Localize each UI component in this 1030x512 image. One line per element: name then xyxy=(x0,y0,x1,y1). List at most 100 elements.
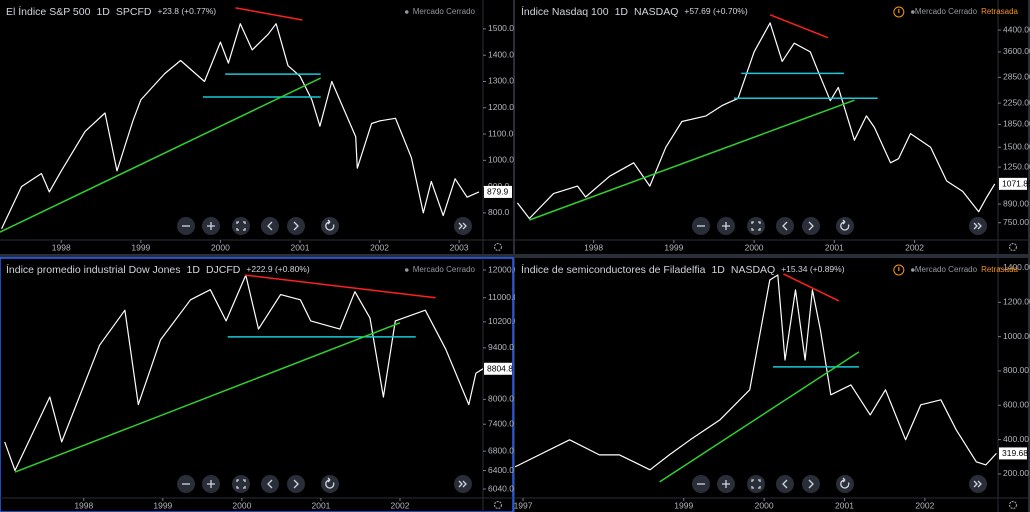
y-tick-label: 1400.0 xyxy=(488,49,514,59)
icon-scroll-right xyxy=(458,480,467,488)
panel-background xyxy=(515,0,1028,254)
icon-left xyxy=(267,221,273,231)
nav-button[interactable] xyxy=(287,475,305,493)
chart-header: Índice Nasdaq 100 1D NASDAQ +57.69 (+0.70%) xyxy=(521,5,748,18)
nav-button[interactable] xyxy=(836,475,854,493)
y-tick-label: 1850.00 xyxy=(1003,119,1030,129)
button-circle xyxy=(776,217,794,235)
y-tick-label: 10200.0 xyxy=(488,316,519,326)
nav-button[interactable] xyxy=(802,475,820,493)
button-circle xyxy=(969,217,987,235)
y-tick-label: 2850.00 xyxy=(1003,72,1030,82)
scroll-right-button[interactable] xyxy=(969,217,987,235)
chart-panel: 1500.0 1400.0 1300.0 1200.0 1100.0 1000.0 900.… xyxy=(0,0,514,254)
nav-button[interactable] xyxy=(177,475,195,493)
icon-reset xyxy=(840,219,850,231)
chart-panel: 12000.0 11000.0 10200.0 9400.0 8000.0 7400.0 6… xyxy=(0,257,519,512)
plot-area xyxy=(4,274,483,473)
y-tick-label: 1250.00 xyxy=(1003,161,1030,171)
icon-reset xyxy=(325,219,335,231)
x-tick-label: 2001 xyxy=(311,500,330,510)
y-tick-label: 1200.0 xyxy=(488,102,514,112)
nav-button[interactable] xyxy=(836,217,854,235)
last-value-tag xyxy=(999,447,1027,460)
nav-button[interactable] xyxy=(287,217,305,235)
last-value-tag xyxy=(999,177,1027,190)
nav-button[interactable] xyxy=(232,217,250,235)
y-tick-label: 3600.00 xyxy=(1003,46,1030,56)
last-value-tag xyxy=(484,362,512,375)
trendline xyxy=(14,322,401,473)
nav-button[interactable] xyxy=(261,217,279,235)
last-value-label: 8804.8 xyxy=(487,364,513,374)
y-tick-label: 1500.0 xyxy=(488,23,514,33)
nav-button[interactable] xyxy=(321,475,339,493)
market-status: Mercado Cerrado xyxy=(413,265,476,274)
y-tick-label: 400.00 xyxy=(1003,434,1029,444)
header-change: +57.69 (+0.70%) xyxy=(684,6,747,16)
icon-reset xyxy=(840,477,850,489)
panel-background xyxy=(515,258,1028,512)
button-circle xyxy=(232,217,250,235)
panel-background xyxy=(0,257,514,512)
scroll-right-button[interactable] xyxy=(454,475,472,493)
button-circle xyxy=(747,217,765,235)
icon-right xyxy=(293,479,299,489)
plot-area xyxy=(0,7,480,233)
y-tick-label: 1000.00 xyxy=(1003,331,1030,341)
y-tick-label: 6040.0 xyxy=(488,483,514,493)
nav-button[interactable] xyxy=(747,217,765,235)
x-tick-label: 1999 xyxy=(131,242,150,252)
icon-right xyxy=(293,221,299,231)
button-circle xyxy=(321,217,339,235)
y-tick-label: 600.00 xyxy=(1003,400,1029,410)
button-circle xyxy=(802,475,820,493)
nav-button[interactable] xyxy=(177,217,195,235)
x-tick-label: 2000 xyxy=(211,242,230,252)
y-tick-label: 800.0 xyxy=(488,207,510,217)
panel-background xyxy=(0,0,513,254)
gear-icon xyxy=(493,242,503,252)
nav-button[interactable] xyxy=(321,217,339,235)
header-title: Índice Nasdaq 100 xyxy=(521,5,609,18)
icon-scroll-right xyxy=(458,222,467,230)
y-tick-label: 200.00 xyxy=(1003,468,1029,478)
scroll-right-button[interactable] xyxy=(969,475,987,493)
nav-button[interactable] xyxy=(261,475,279,493)
trendline xyxy=(235,7,303,21)
y-tick-label: 1500.00 xyxy=(1003,142,1030,152)
nav-button[interactable] xyxy=(717,475,735,493)
icon-reset xyxy=(325,477,335,489)
price-line xyxy=(516,22,996,220)
y-tick-label: 4400.00 xyxy=(1003,24,1030,34)
scroll-right-button[interactable] xyxy=(454,217,472,235)
nav-button[interactable] xyxy=(232,475,250,493)
nav-button[interactable] xyxy=(802,217,820,235)
y-tick-label: 1000.0 xyxy=(488,155,514,165)
nav-button[interactable] xyxy=(717,217,735,235)
nav-button[interactable] xyxy=(692,475,710,493)
nav-button[interactable] xyxy=(202,475,220,493)
icon-zoom-in xyxy=(722,480,730,488)
y-tick-label: 6400.0 xyxy=(488,465,514,475)
settings-button[interactable] xyxy=(1008,242,1018,252)
price-line xyxy=(4,274,483,472)
trendline xyxy=(0,77,321,233)
nav-button[interactable] xyxy=(776,217,794,235)
y-tick-label: 1200.00 xyxy=(1003,297,1030,307)
y-tick-label: 900.0 xyxy=(488,181,510,191)
y-tick-label: 12000.0 xyxy=(488,264,519,274)
header-interval: 1D xyxy=(187,264,201,276)
nav-button[interactable] xyxy=(776,475,794,493)
settings-button[interactable] xyxy=(1008,500,1018,510)
x-tick-label: 1998 xyxy=(584,242,603,252)
nav-button[interactable] xyxy=(692,217,710,235)
x-tick-label: 2001 xyxy=(291,242,310,252)
settings-button[interactable] xyxy=(493,500,503,510)
nav-button[interactable] xyxy=(202,217,220,235)
nav-button[interactable] xyxy=(747,475,765,493)
settings-button[interactable] xyxy=(493,242,503,252)
button-circle xyxy=(261,475,279,493)
icon-scroll-right xyxy=(973,222,982,230)
x-tick-label: 1997 xyxy=(514,500,533,510)
